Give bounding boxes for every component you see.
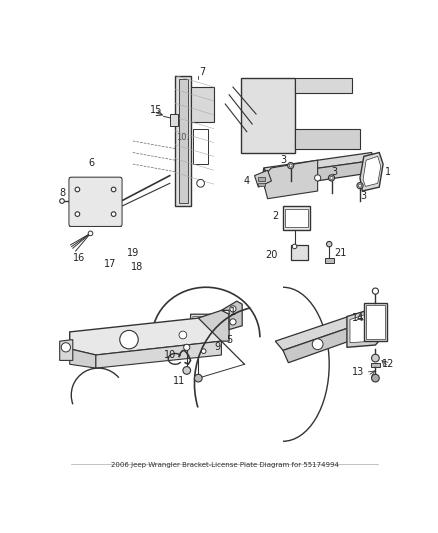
Text: 18: 18: [131, 262, 143, 272]
Text: 14: 14: [352, 313, 364, 323]
Polygon shape: [360, 152, 383, 191]
Text: 9: 9: [215, 342, 221, 352]
Circle shape: [183, 367, 191, 374]
Polygon shape: [70, 349, 96, 368]
Polygon shape: [262, 168, 268, 189]
Polygon shape: [96, 341, 221, 368]
Circle shape: [330, 176, 333, 180]
Text: 21: 21: [335, 248, 347, 257]
Polygon shape: [191, 87, 214, 122]
Text: 2: 2: [272, 212, 279, 221]
Polygon shape: [363, 156, 381, 187]
Text: 12: 12: [382, 359, 395, 369]
FancyBboxPatch shape: [69, 177, 122, 227]
Circle shape: [111, 212, 116, 216]
Polygon shape: [179, 79, 188, 203]
Circle shape: [230, 319, 236, 325]
Polygon shape: [276, 317, 355, 350]
Bar: [258, 182, 265, 187]
Polygon shape: [350, 311, 379, 343]
Text: 19: 19: [127, 248, 139, 257]
Polygon shape: [283, 206, 310, 230]
Text: 10.: 10.: [177, 133, 190, 142]
Polygon shape: [221, 301, 242, 329]
Polygon shape: [364, 303, 387, 341]
Polygon shape: [175, 76, 191, 206]
Polygon shape: [294, 130, 360, 149]
Circle shape: [358, 184, 361, 187]
Polygon shape: [254, 170, 272, 187]
Text: 5: 5: [226, 335, 232, 345]
Polygon shape: [262, 160, 318, 199]
Text: 7: 7: [199, 67, 205, 77]
Circle shape: [371, 354, 379, 362]
Text: 13: 13: [352, 367, 364, 377]
Text: 8: 8: [59, 188, 65, 198]
Polygon shape: [193, 317, 221, 327]
Polygon shape: [294, 78, 352, 93]
Text: 15: 15: [150, 105, 162, 115]
Bar: [371, 363, 380, 367]
Circle shape: [60, 199, 64, 203]
Text: 3: 3: [280, 155, 286, 165]
Polygon shape: [264, 152, 375, 175]
Circle shape: [194, 374, 202, 382]
Polygon shape: [70, 178, 121, 225]
Polygon shape: [285, 209, 307, 227]
Circle shape: [230, 306, 236, 312]
Text: 1: 1: [385, 167, 392, 177]
Circle shape: [312, 339, 323, 350]
Circle shape: [201, 349, 206, 353]
Polygon shape: [347, 308, 382, 348]
Text: 6: 6: [88, 158, 94, 167]
Circle shape: [371, 374, 379, 382]
Circle shape: [328, 175, 335, 181]
Polygon shape: [70, 318, 221, 355]
Bar: [325, 258, 334, 263]
Polygon shape: [170, 114, 177, 126]
Polygon shape: [191, 314, 224, 329]
Circle shape: [88, 231, 93, 236]
Circle shape: [292, 244, 297, 249]
Polygon shape: [291, 245, 308, 260]
Polygon shape: [283, 326, 360, 363]
Text: 3: 3: [361, 191, 367, 201]
Circle shape: [314, 175, 321, 181]
Polygon shape: [240, 78, 294, 152]
Text: 4: 4: [244, 176, 250, 186]
Text: 16: 16: [73, 253, 85, 263]
Circle shape: [288, 163, 294, 168]
Circle shape: [111, 187, 116, 192]
Text: 2006 Jeep Wrangler Bracket-License Plate Diagram for 55174994: 2006 Jeep Wrangler Bracket-License Plate…: [110, 462, 339, 468]
Polygon shape: [264, 160, 378, 189]
Polygon shape: [60, 340, 73, 360]
Text: 3: 3: [332, 167, 338, 177]
Circle shape: [75, 212, 80, 216]
Circle shape: [179, 331, 187, 339]
Circle shape: [326, 241, 332, 247]
Circle shape: [372, 288, 378, 294]
Circle shape: [357, 182, 363, 189]
Circle shape: [75, 187, 80, 192]
Polygon shape: [193, 130, 208, 164]
Circle shape: [289, 164, 292, 167]
Polygon shape: [366, 305, 385, 339]
Circle shape: [184, 344, 190, 350]
Polygon shape: [198, 310, 229, 341]
Text: 17: 17: [103, 259, 116, 269]
Circle shape: [197, 180, 205, 187]
Text: 20: 20: [265, 250, 278, 260]
Bar: [258, 177, 265, 181]
Text: 10: 10: [164, 350, 176, 360]
Text: 1: 1: [230, 307, 236, 317]
Text: 11: 11: [173, 376, 185, 386]
Circle shape: [61, 343, 71, 352]
Circle shape: [120, 330, 138, 349]
